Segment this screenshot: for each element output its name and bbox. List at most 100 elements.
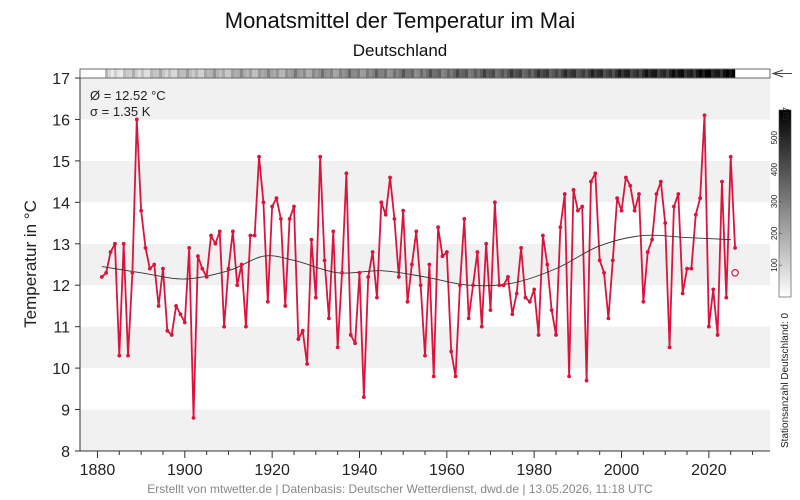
station-strip-cell [138, 69, 142, 78]
y-tick-label: 16 [52, 112, 70, 129]
temperature-point [558, 225, 563, 230]
station-strip-cell [648, 69, 652, 78]
temperature-point [366, 275, 371, 279]
temperature-point [200, 266, 205, 271]
station-strip-cell [330, 69, 334, 78]
station-strip-cell [435, 69, 439, 78]
temperature-point [466, 316, 471, 321]
station-strip-cell [513, 69, 517, 78]
station-strip-cell [126, 69, 130, 78]
temperature-point [571, 188, 576, 192]
sigma-label: σ = 1.35 K [90, 104, 151, 119]
station-strip-cell [663, 69, 667, 78]
temperature-point [497, 283, 502, 288]
station-strip-cell [249, 69, 253, 78]
station-strip-cell [300, 69, 304, 78]
station-strip-cell [450, 69, 454, 78]
temperature-point [575, 208, 580, 213]
current-month-point [731, 268, 739, 277]
temperature-point [313, 295, 318, 300]
station-strip-cell [252, 69, 256, 78]
station-strip-cell [267, 69, 271, 78]
station-strip-cell [639, 69, 643, 78]
y-tick-labels: 8 9 10 11 12 13 14 15 16 17 [52, 71, 70, 461]
station-strip-cell [351, 69, 355, 78]
temperature-point [510, 312, 515, 317]
footer-credit: Erstellt von mtwetter.de | Datenbasis: D… [147, 482, 653, 496]
station-strip-cell [219, 69, 223, 78]
station-strip-cell [459, 69, 463, 78]
station-strip-cell [114, 69, 118, 78]
colorbar-tick-label: 200 [770, 226, 779, 240]
temperature-point [409, 262, 414, 267]
temperature-point [554, 333, 558, 337]
station-strip-cell [438, 69, 442, 78]
station-strip-cell [666, 69, 670, 78]
station-strip-cell [468, 69, 472, 78]
grid-band [80, 78, 770, 120]
temperature-point [196, 254, 200, 259]
temperature-point [676, 192, 681, 196]
colorbar-gradient [778, 109, 792, 298]
station-strip-cell [321, 69, 325, 78]
temperature-point [156, 304, 161, 308]
station-strip-cell [273, 69, 277, 78]
x-tick-label: 1980 [516, 462, 552, 479]
station-strip-cell [186, 69, 190, 78]
station-strip-cell [606, 69, 610, 78]
station-strip-cell [144, 69, 148, 78]
station-strip-cell [705, 69, 709, 78]
colorbar-tick-label: 400 [770, 162, 779, 176]
station-strip-cell [420, 69, 424, 78]
y-tick-label: 15 [52, 154, 70, 171]
station-strip-cell [597, 69, 601, 78]
station-strip-cell [699, 69, 703, 78]
temperature-point [641, 299, 646, 304]
temperature-point [597, 258, 602, 263]
station-strip-cell [297, 69, 301, 78]
colorbar-tick-label: 500 [770, 130, 779, 144]
station-strip-cell [204, 69, 208, 78]
station-strip-cell [495, 69, 499, 78]
temperature-point [117, 353, 122, 358]
station-strip-cell [633, 69, 637, 78]
temperature-point [248, 233, 253, 238]
temperature-point [458, 283, 462, 288]
station-strip-cell [120, 69, 124, 78]
station-strip-cell [189, 69, 193, 78]
temperature-point [191, 415, 196, 420]
station-strip-cell [600, 69, 604, 78]
station-strip-cell [174, 69, 178, 78]
temperature-point [265, 299, 270, 304]
station-strip-cell [558, 69, 562, 78]
y-tick-label: 9 [61, 403, 70, 420]
station-strip-cell [417, 69, 421, 78]
temperature-point [331, 229, 336, 234]
station-strip-cell [630, 69, 634, 78]
temperature-point [488, 308, 493, 312]
station-strip-cell [432, 69, 436, 78]
temperature-point [606, 316, 611, 321]
temperature-point [702, 113, 707, 118]
station-strip-cell [489, 69, 493, 78]
station-strip-cell [525, 69, 529, 78]
station-strip-cell [156, 69, 160, 78]
station-strip-cell [429, 69, 433, 78]
station-strip-cell [588, 69, 592, 78]
temperature-point [261, 200, 266, 205]
station-strip-cell [555, 69, 559, 78]
temperature-point [632, 208, 637, 213]
station-strip-cell [384, 69, 388, 78]
station-strip-cell [462, 69, 466, 78]
temperature-point [593, 171, 598, 176]
temperature-point [182, 320, 187, 325]
temperature-point [667, 345, 672, 350]
station-strip-cell [105, 69, 109, 78]
station-strip-cell [603, 69, 607, 78]
chart-subtitle: Deutschland [353, 41, 448, 60]
temperature-point [322, 258, 327, 263]
colorbar-title: Stationsanzahl Deutschland: 0 [780, 312, 791, 448]
station-strip-cell [282, 69, 286, 78]
colorbar-tick-label: 300 [770, 194, 779, 208]
station-strip-cell [288, 69, 292, 78]
